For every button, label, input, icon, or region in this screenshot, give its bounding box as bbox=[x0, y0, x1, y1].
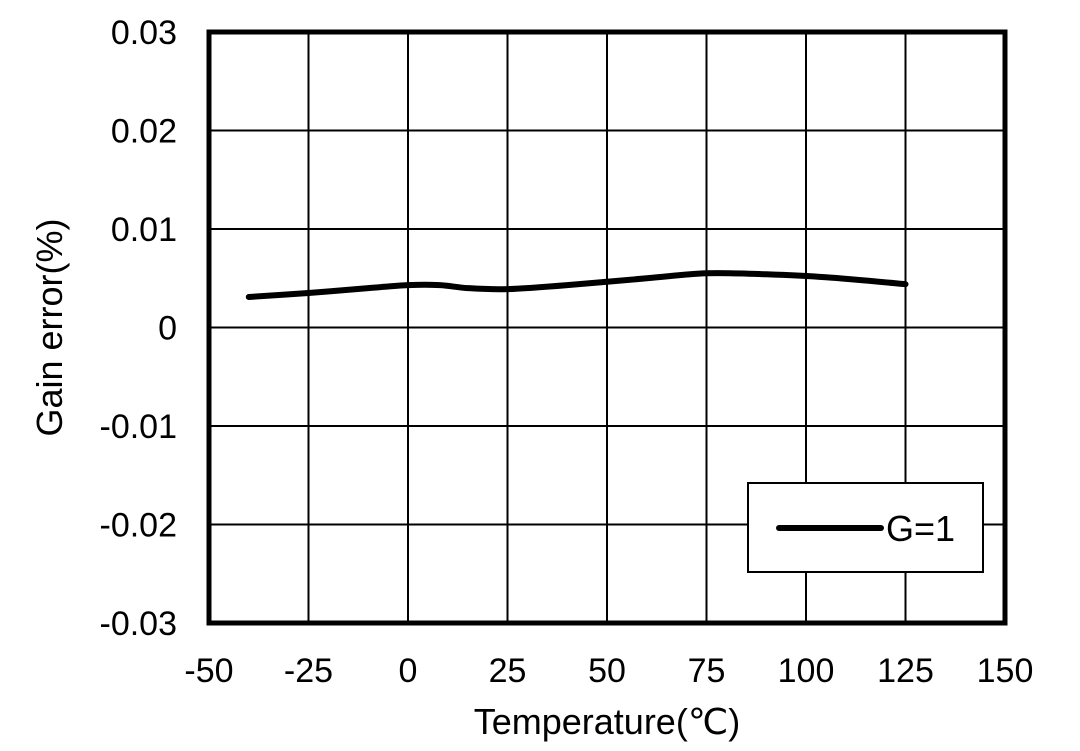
x-axis-title: Temperature(℃) bbox=[474, 701, 741, 742]
grid-lines bbox=[208, 31, 1006, 624]
x-tick-labels: -50 -25 0 25 50 75 100 125 150 bbox=[184, 652, 1033, 690]
x-tick-label: -25 bbox=[284, 652, 333, 690]
x-tick-label: 75 bbox=[688, 652, 726, 690]
y-tick-label: -0.01 bbox=[100, 408, 178, 446]
y-tick-label: -0.03 bbox=[100, 605, 178, 643]
series-line bbox=[245, 270, 909, 300]
series-group bbox=[245, 270, 909, 300]
x-tick-label: -50 bbox=[184, 652, 233, 690]
y-axis-title: Gain error(%) bbox=[29, 218, 70, 436]
x-tick-label: 125 bbox=[877, 652, 934, 690]
legend: G=1 bbox=[747, 482, 984, 573]
x-tick-label: 150 bbox=[977, 652, 1034, 690]
y-tick-label: -0.02 bbox=[100, 507, 178, 545]
y-tick-labels: 0.03 0.02 0.01 0 -0.01 -0.02 -0.03 bbox=[100, 14, 178, 643]
x-tick-label: 25 bbox=[489, 652, 527, 690]
x-tick-label: 100 bbox=[778, 652, 835, 690]
x-tick-label: 0 bbox=[399, 652, 418, 690]
y-tick-label: 0 bbox=[158, 310, 177, 348]
y-tick-label: 0.02 bbox=[111, 113, 177, 151]
y-tick-label: 0.01 bbox=[111, 211, 177, 249]
y-tick-label: 0.03 bbox=[111, 14, 177, 52]
plot-frame bbox=[206, 29, 1008, 626]
legend-label: G=1 bbox=[886, 508, 955, 549]
x-tick-label: 50 bbox=[588, 652, 626, 690]
